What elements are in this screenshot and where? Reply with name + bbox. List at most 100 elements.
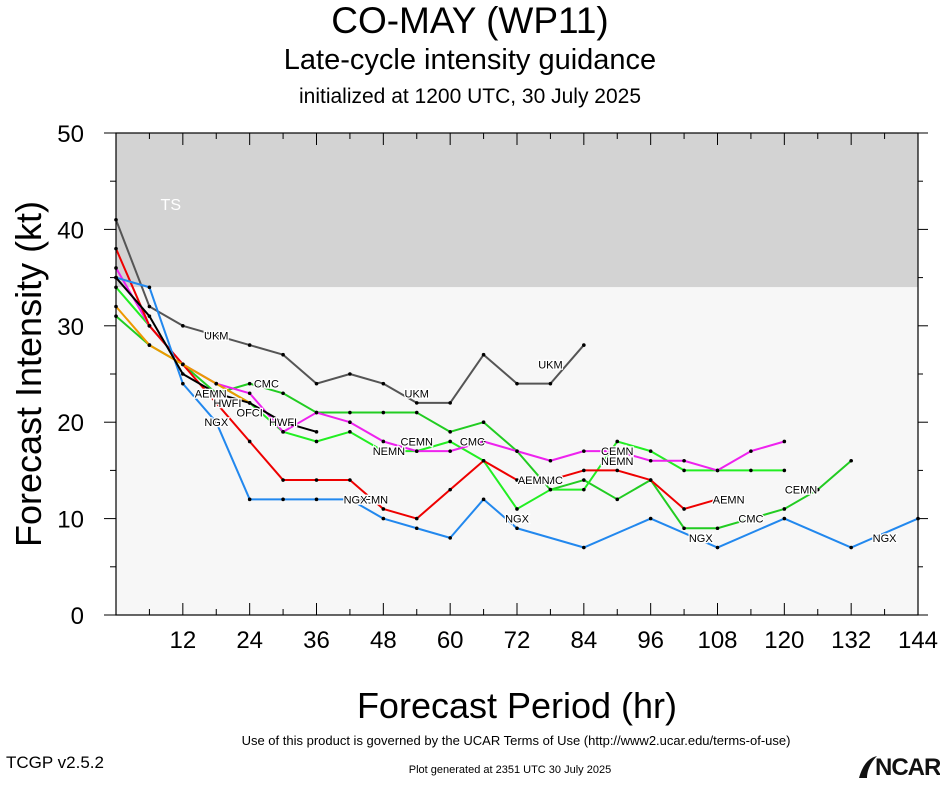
series-hwfi [114, 275, 319, 434]
series-point-aemn [615, 468, 620, 473]
series-point-nemn [782, 439, 787, 444]
series-point-cemn [749, 468, 753, 473]
series-point-ngx [582, 545, 586, 550]
y-tick-label: 30 [57, 314, 84, 341]
series-point-nemn [749, 449, 753, 453]
series-label-ukm: UKM [405, 388, 429, 400]
series-point-hwfi [314, 430, 319, 434]
series-point-hwfi [181, 372, 185, 376]
series-label-ngx: NGX [689, 533, 714, 545]
series-point-nemn [648, 458, 653, 463]
series-ngx [114, 275, 920, 550]
series-point-aemn [214, 401, 219, 405]
series-point-cmc [348, 410, 352, 415]
intensity-band-ts [116, 133, 918, 288]
series-point-nemn [348, 420, 352, 425]
series-label-hwfi: HWFI [213, 398, 241, 410]
series-point-nemn [414, 449, 419, 453]
x-tick-label: 60 [437, 627, 464, 654]
series-point-aemn [582, 468, 586, 473]
series-point-nemn [715, 468, 720, 473]
series-point-ofci [214, 381, 219, 386]
series-label-cmc: CMC [538, 475, 563, 487]
y-axis-title: Forecast Intensity (kt) [8, 201, 49, 547]
series-label-cmc: CMC [738, 514, 763, 526]
series-label-aemn: AEMN [518, 475, 550, 487]
series-point-cemn [582, 487, 586, 492]
series-point-nemn [247, 391, 252, 396]
series-point-nemn [381, 439, 386, 444]
series-label-cemn: CEMN [785, 485, 817, 497]
x-tick-label: 48 [370, 627, 397, 654]
series-point-nemn [314, 410, 319, 415]
series-layer [114, 217, 920, 550]
series-point-ukm [481, 352, 486, 357]
series-point-aemn [682, 507, 686, 511]
intensity-chart: TSUKMUKMUKMCMCCMCCMCCMCCEMNCEMNCEMNNEMNN… [8, 121, 938, 726]
series-label-ngx: NGX [344, 494, 369, 506]
series-point-ukm [414, 401, 419, 405]
series-point-cemn [648, 449, 653, 453]
series-point-aemn [314, 478, 319, 482]
series-ukm [114, 217, 586, 405]
series-point-ukm [381, 381, 386, 386]
series-point-cmc [715, 526, 720, 531]
series-point-ngx [448, 536, 452, 540]
series-point-cmc [615, 497, 620, 502]
series-label-cemn: CEMN [601, 446, 633, 458]
series-point-cemn [548, 487, 553, 492]
series-point-ngx [782, 516, 787, 521]
series-point-cemn [448, 439, 452, 444]
chart-subtitle: Late-cycle intensity guidance [283, 44, 657, 76]
series-point-cemn [515, 507, 519, 511]
y-tick-label: 40 [57, 217, 84, 244]
series-point-ukm [582, 343, 586, 347]
x-tick-label: 24 [236, 627, 263, 654]
series-label-cmc: CMC [460, 436, 485, 448]
series-point-cemn [782, 468, 787, 473]
x-tick-label: 96 [637, 627, 664, 654]
series-point-ofci [147, 343, 152, 347]
series-point-cemn [314, 439, 319, 444]
series-point-nemn [281, 430, 285, 434]
series-label-nemn: NEMN [373, 446, 405, 458]
x-tick-label: 120 [764, 627, 804, 654]
series-point-aemn [715, 497, 720, 502]
series-point-nemn [582, 449, 586, 453]
x-tick-label: 72 [504, 627, 531, 654]
x-axis-title: Forecast Period (hr) [357, 685, 677, 726]
series-aemn [114, 246, 720, 521]
series-point-ukm [548, 381, 553, 386]
series-point-cmc [815, 487, 820, 492]
ncar-logo-text: NCAR [875, 754, 940, 781]
y-tick-label: 50 [57, 121, 84, 148]
series-point-cmc [281, 391, 285, 396]
ncar-logo-mark-icon [859, 756, 877, 778]
series-point-nemn [515, 449, 519, 453]
series-point-hwfi [147, 314, 152, 318]
series-point-hwfi [281, 420, 285, 425]
series-point-cmc [782, 507, 787, 511]
series-label-ngx: NGX [204, 417, 229, 429]
series-point-cmc [481, 420, 486, 425]
series-point-ngx [414, 526, 419, 531]
series-point-aemn [147, 324, 152, 328]
series-point-ukm [181, 324, 185, 328]
series-label-ngx: NGX [505, 514, 530, 526]
init-time-label: initialized at 1200 UTC, 30 July 2025 [298, 85, 642, 108]
series-point-ngx [515, 526, 519, 531]
x-tick-label: 132 [831, 627, 871, 654]
series-label-ngx: NGX [873, 533, 898, 545]
chart-title: CO-MAY (WP11) [331, 0, 609, 41]
x-tick-label: 36 [303, 627, 330, 654]
series-point-cmc [749, 516, 753, 521]
series-line-ukm [115, 219, 585, 404]
series-point-ngx [481, 497, 486, 502]
series-point-cmc [448, 430, 452, 434]
series-point-ngx [181, 381, 185, 386]
series-point-ukm [448, 401, 452, 405]
series-label-cmc: CMC [254, 379, 279, 391]
series-label-ukm: UKM [204, 330, 228, 342]
series-label-nemn: NEMN [601, 456, 633, 468]
series-point-ngx [648, 516, 653, 521]
